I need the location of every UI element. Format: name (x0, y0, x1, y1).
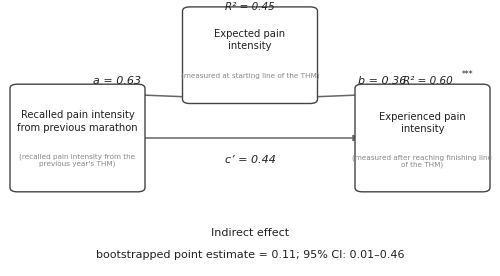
Text: ***: *** (284, 0, 296, 4)
Text: (measured at starting line of the THM): (measured at starting line of the THM) (181, 73, 320, 79)
Text: Expected pain
intensity: Expected pain intensity (214, 29, 286, 51)
Text: ***: *** (462, 70, 473, 79)
Text: (recalled pain intensity from the
previous year's THM): (recalled pain intensity from the previo… (20, 153, 136, 167)
Text: Recalled pain intensity
from previous marathon: Recalled pain intensity from previous ma… (17, 110, 138, 133)
Text: Indirect effect: Indirect effect (211, 228, 289, 238)
Text: bootstrapped point estimate = 0.11; 95% CI: 0.01–0.46: bootstrapped point estimate = 0.11; 95% … (96, 250, 404, 260)
Text: (measured after reaching finishing line
of the THM): (measured after reaching finishing line … (352, 155, 492, 168)
Text: R² = 0.60: R² = 0.60 (402, 76, 452, 86)
FancyBboxPatch shape (182, 7, 318, 104)
Text: R² = 0.45: R² = 0.45 (225, 2, 275, 12)
Text: Experienced pain
intensity: Experienced pain intensity (379, 112, 466, 134)
Text: a = 0.63: a = 0.63 (94, 76, 142, 86)
Text: c’ = 0.44: c’ = 0.44 (224, 155, 276, 165)
Text: b = 0.36: b = 0.36 (358, 76, 406, 86)
FancyBboxPatch shape (10, 84, 145, 192)
FancyBboxPatch shape (355, 84, 490, 192)
